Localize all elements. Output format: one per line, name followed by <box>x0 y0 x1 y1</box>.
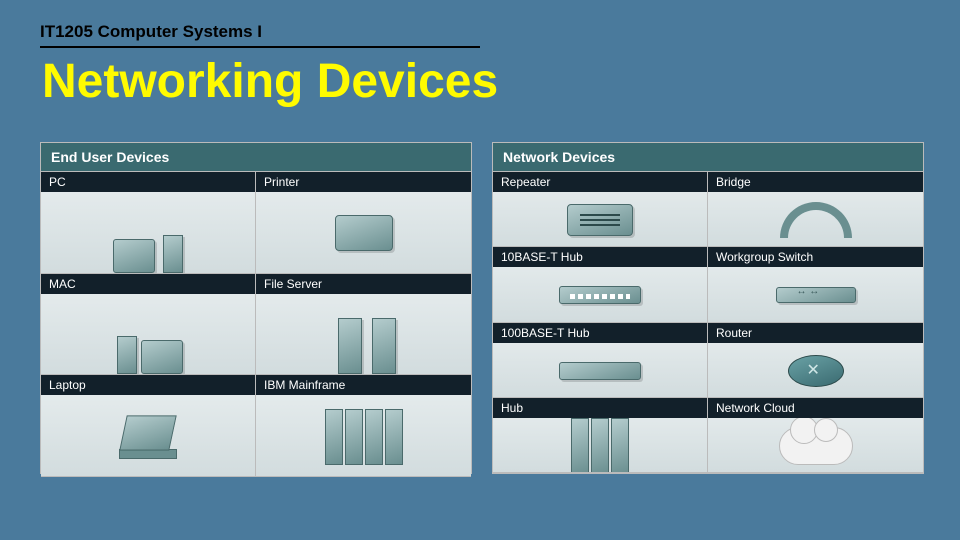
repeater-icon <box>493 194 707 246</box>
right-panel-header: Network Devices <box>493 143 923 172</box>
left-panel-header: End User Devices <box>41 143 471 172</box>
hub-100-icon <box>493 345 707 397</box>
cell-label: 10BASE-T Hub <box>493 247 707 267</box>
end-user-devices-panel: End User Devices PC Printer MAC File Ser… <box>40 142 472 474</box>
network-devices-panel: Network Devices Repeater Bridge 10BASE-T… <box>492 142 924 474</box>
printer-icon <box>256 194 471 273</box>
cell-mac: MAC <box>41 274 256 376</box>
laptop-icon <box>41 397 255 476</box>
bridge-icon <box>708 194 923 246</box>
cell-laptop: Laptop <box>41 375 256 477</box>
cell-cloud: Network Cloud <box>708 398 923 473</box>
cell-bridge: Bridge <box>708 172 923 247</box>
file-server-icon <box>256 296 471 375</box>
cell-label: Workgroup Switch <box>708 247 923 267</box>
router-icon <box>708 345 923 397</box>
cell-mainframe: IBM Mainframe <box>256 375 471 477</box>
mac-icon <box>41 296 255 375</box>
mainframe-icon <box>256 397 471 476</box>
cell-label: Laptop <box>41 375 255 395</box>
hub-10-icon <box>493 269 707 321</box>
cell-label: IBM Mainframe <box>256 375 471 395</box>
cell-label: Network Cloud <box>708 398 923 418</box>
right-panel-grid: Repeater Bridge 10BASE-T Hub Workgroup S… <box>493 172 923 473</box>
switch-icon <box>708 269 923 321</box>
cell-pc: PC <box>41 172 256 274</box>
cell-label: Hub <box>493 398 707 418</box>
hub-icon <box>493 420 707 472</box>
cell-label: File Server <box>256 274 471 294</box>
cell-hub10: 10BASE-T Hub <box>493 247 708 322</box>
cell-repeater: Repeater <box>493 172 708 247</box>
left-panel-grid: PC Printer MAC File Server Laptop IBM Ma… <box>41 172 471 473</box>
cell-hub100: 100BASE-T Hub <box>493 323 708 398</box>
slide-title: Networking Devices <box>42 54 498 109</box>
cell-label: Repeater <box>493 172 707 192</box>
cell-printer: Printer <box>256 172 471 274</box>
cell-hub: Hub <box>493 398 708 473</box>
cell-router: Router <box>708 323 923 398</box>
pc-icon <box>41 194 255 273</box>
cell-fileserver: File Server <box>256 274 471 376</box>
cell-label: Router <box>708 323 923 343</box>
course-code: IT1205 Computer Systems I <box>40 22 262 42</box>
header-underline <box>40 46 480 48</box>
cell-label: 100BASE-T Hub <box>493 323 707 343</box>
cell-switch: Workgroup Switch <box>708 247 923 322</box>
cloud-icon <box>708 420 923 472</box>
cell-label: Printer <box>256 172 471 192</box>
cell-label: Bridge <box>708 172 923 192</box>
cell-label: MAC <box>41 274 255 294</box>
cell-label: PC <box>41 172 255 192</box>
